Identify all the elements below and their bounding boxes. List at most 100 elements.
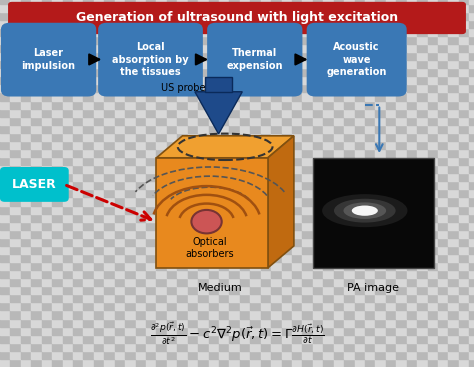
Bar <box>177 197 188 206</box>
Bar <box>302 197 313 206</box>
Bar <box>73 173 83 181</box>
Bar <box>396 60 407 68</box>
Bar <box>73 294 83 302</box>
Bar <box>10 310 21 319</box>
Bar <box>428 254 438 262</box>
Bar <box>282 12 292 20</box>
Bar <box>0 4 10 12</box>
Bar <box>52 109 63 117</box>
Bar <box>355 302 365 310</box>
Bar <box>355 28 365 36</box>
Bar <box>31 165 42 173</box>
Bar <box>334 230 344 238</box>
Bar <box>344 173 355 181</box>
Bar <box>52 28 63 36</box>
Bar <box>438 359 448 367</box>
Bar <box>156 343 167 351</box>
Bar <box>136 181 146 189</box>
Bar <box>407 165 417 173</box>
Bar <box>104 262 115 270</box>
Bar <box>209 28 219 36</box>
Bar <box>396 335 407 343</box>
Bar <box>261 20 271 28</box>
Bar <box>52 310 63 319</box>
Bar <box>250 197 261 206</box>
Bar <box>146 165 156 173</box>
Bar <box>10 359 21 367</box>
Bar <box>344 44 355 52</box>
Bar <box>0 254 10 262</box>
Bar <box>42 12 52 20</box>
Bar <box>261 109 271 117</box>
Bar <box>73 12 83 20</box>
Bar <box>83 286 94 294</box>
Bar <box>240 173 250 181</box>
Bar <box>240 206 250 214</box>
Bar <box>188 133 198 141</box>
Bar <box>302 117 313 125</box>
Bar <box>334 335 344 343</box>
Bar <box>219 141 229 149</box>
Bar <box>63 60 73 68</box>
Bar <box>31 173 42 181</box>
Bar <box>73 278 83 286</box>
Bar <box>209 157 219 165</box>
Bar <box>323 359 334 367</box>
Bar <box>459 133 469 141</box>
Bar <box>323 310 334 319</box>
Bar <box>42 319 52 327</box>
Bar <box>469 335 474 343</box>
Bar <box>209 230 219 238</box>
Bar <box>198 189 209 197</box>
Bar <box>355 327 365 335</box>
Bar <box>136 68 146 76</box>
Bar <box>407 36 417 44</box>
FancyBboxPatch shape <box>98 23 203 97</box>
Bar <box>386 343 396 351</box>
Bar <box>136 12 146 20</box>
Bar <box>365 173 375 181</box>
Bar <box>396 230 407 238</box>
Bar <box>73 92 83 101</box>
Bar <box>42 294 52 302</box>
Bar <box>344 52 355 60</box>
Bar <box>115 4 125 12</box>
Bar <box>448 351 459 359</box>
Bar <box>250 310 261 319</box>
Bar <box>302 28 313 36</box>
Bar <box>417 230 428 238</box>
Bar <box>282 214 292 222</box>
Bar <box>125 294 136 302</box>
Bar <box>334 52 344 60</box>
Bar <box>396 254 407 262</box>
Bar <box>355 92 365 101</box>
Bar <box>313 270 323 278</box>
Bar <box>292 238 302 246</box>
Bar <box>407 310 417 319</box>
Bar <box>250 44 261 52</box>
Bar <box>375 335 386 343</box>
Bar <box>52 36 63 44</box>
Bar <box>344 92 355 101</box>
Bar <box>104 270 115 278</box>
Bar <box>83 262 94 270</box>
Bar <box>250 319 261 327</box>
Bar <box>355 286 365 294</box>
Bar <box>21 157 31 165</box>
Bar <box>115 230 125 238</box>
Bar <box>365 165 375 173</box>
Bar <box>136 76 146 84</box>
Bar <box>21 214 31 222</box>
Bar <box>219 92 229 101</box>
Bar <box>334 262 344 270</box>
Bar <box>219 189 229 197</box>
Bar <box>365 157 375 165</box>
Bar <box>156 20 167 28</box>
Bar <box>115 44 125 52</box>
Bar <box>94 197 104 206</box>
Bar <box>115 319 125 327</box>
Bar <box>448 206 459 214</box>
Bar <box>94 254 104 262</box>
Bar <box>136 92 146 101</box>
Bar <box>229 125 240 133</box>
